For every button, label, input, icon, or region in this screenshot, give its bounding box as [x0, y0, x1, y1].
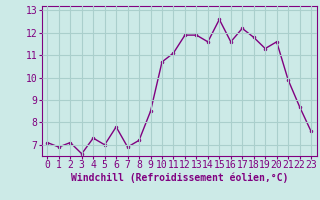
- X-axis label: Windchill (Refroidissement éolien,°C): Windchill (Refroidissement éolien,°C): [70, 173, 288, 183]
